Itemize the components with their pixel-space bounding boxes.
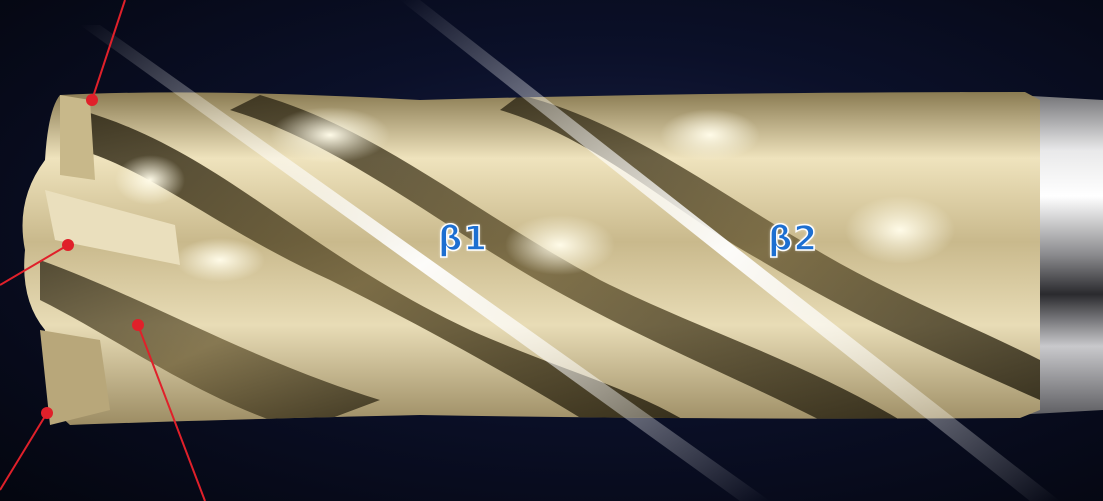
helix-angle-label-beta1: β1 xyxy=(437,219,488,259)
helix-angle-label-beta2: β2 xyxy=(767,219,818,259)
callout-markers xyxy=(0,0,206,501)
helix-angle-lines xyxy=(80,0,1060,501)
